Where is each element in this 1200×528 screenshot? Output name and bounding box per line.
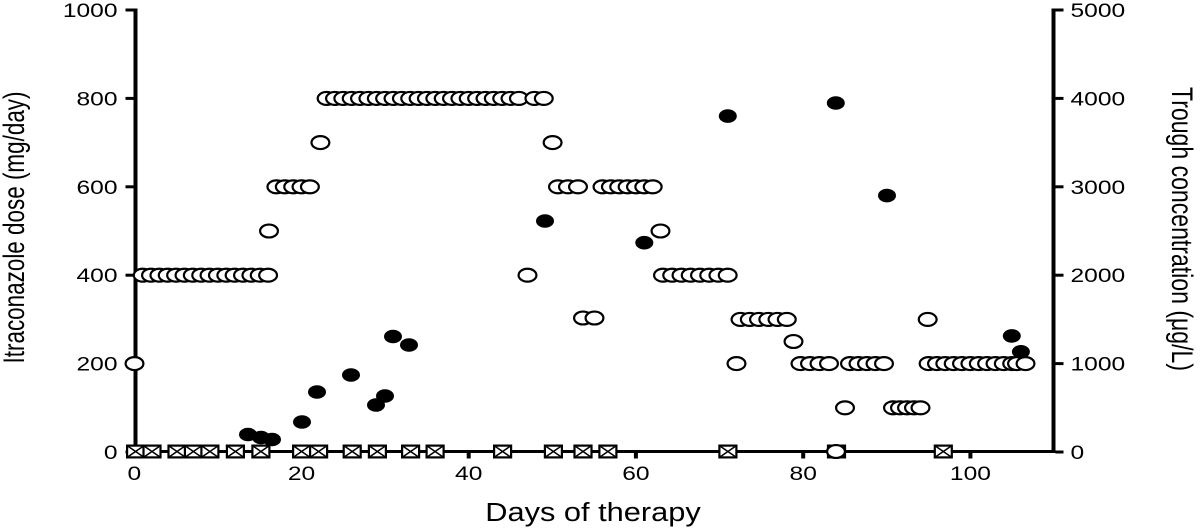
- svg-text:0: 0: [1071, 441, 1085, 463]
- svg-text:0: 0: [104, 441, 118, 463]
- svg-text:200: 200: [77, 353, 118, 375]
- svg-text:1000: 1000: [63, 0, 118, 21]
- svg-text:20: 20: [288, 462, 315, 484]
- svg-text:60: 60: [622, 462, 649, 484]
- svg-text:4000: 4000: [1071, 88, 1126, 110]
- svg-text:2000: 2000: [1071, 265, 1126, 287]
- svg-text:100: 100: [950, 462, 991, 484]
- svg-text:5000: 5000: [1071, 0, 1126, 21]
- svg-text:1000: 1000: [1071, 353, 1126, 375]
- svg-text:Itraconazole dose (mg/day): Itraconazole dose (mg/day): [0, 92, 31, 364]
- svg-text:40: 40: [455, 462, 482, 484]
- svg-text:400: 400: [77, 265, 118, 287]
- svg-text:Trough concentration (μg/L): Trough concentration (μg/L): [1165, 87, 1199, 371]
- svg-text:80: 80: [790, 462, 817, 484]
- svg-text:Days of therapy: Days of therapy: [485, 498, 701, 527]
- svg-text:0: 0: [127, 462, 141, 484]
- svg-text:800: 800: [77, 88, 118, 110]
- svg-text:3000: 3000: [1071, 176, 1126, 198]
- svg-text:600: 600: [77, 176, 118, 198]
